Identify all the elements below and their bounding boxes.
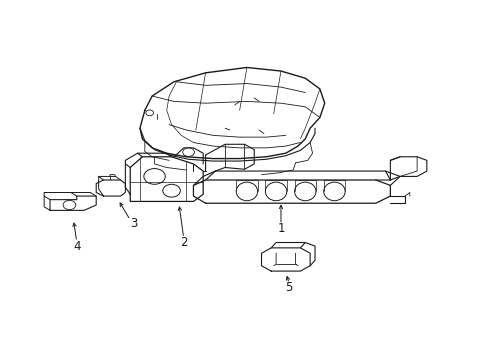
Text: 3: 3 [130,217,137,230]
Text: 4: 4 [73,240,81,253]
Text: 5: 5 [285,282,292,294]
Text: 1: 1 [277,222,284,235]
Text: 2: 2 [180,236,187,249]
